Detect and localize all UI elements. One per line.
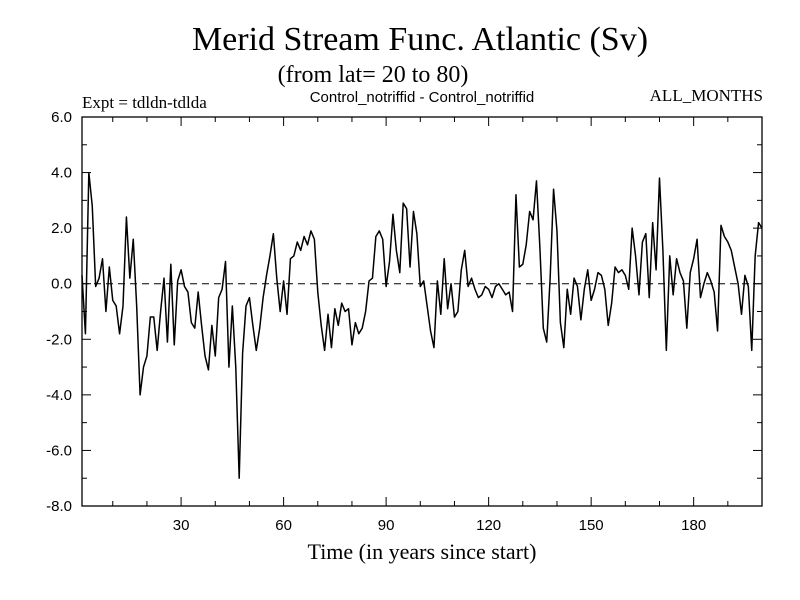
y-tick-label: 6.0 bbox=[51, 109, 72, 126]
y-tick-label: 4.0 bbox=[51, 165, 72, 182]
x-tick-label: 30 bbox=[173, 517, 190, 534]
y-tick-label: -2.0 bbox=[46, 331, 72, 348]
y-tick-label: -6.0 bbox=[46, 442, 72, 459]
plot-frame bbox=[81, 116, 763, 507]
x-tick-label: 90 bbox=[378, 517, 395, 534]
chart-subtitle: (from lat= 20 to 80) bbox=[278, 62, 469, 88]
x-tick-label: 120 bbox=[476, 517, 501, 534]
x-axis-ticks: 30 60 90 120 150 180 bbox=[112, 117, 729, 534]
x-tick-label: 60 bbox=[275, 517, 292, 534]
y-tick-label: 2.0 bbox=[51, 220, 72, 237]
x-tick-label: 150 bbox=[579, 517, 604, 534]
expt-label: Expt = tdldn-tdlda bbox=[82, 93, 207, 112]
x-tick-label: 180 bbox=[681, 517, 706, 534]
months-label: ALL_MONTHS bbox=[650, 86, 763, 105]
chart-title: Merid Stream Func. Atlantic (Sv) bbox=[192, 21, 648, 58]
series-line bbox=[81, 171, 763, 479]
x-axis-label: Time (in years since start) bbox=[308, 539, 537, 564]
y-tick-label: -8.0 bbox=[46, 498, 72, 515]
comparison-label: Control_notriffid - Control_notriffid bbox=[310, 89, 535, 106]
y-axis-ticks: -8.0 -6.0 -4.0 -2.0 0.0 2.0 4.0 6.0 bbox=[46, 109, 762, 515]
y-tick-label: 0.0 bbox=[51, 276, 72, 293]
y-tick-label: -4.0 bbox=[46, 387, 72, 404]
